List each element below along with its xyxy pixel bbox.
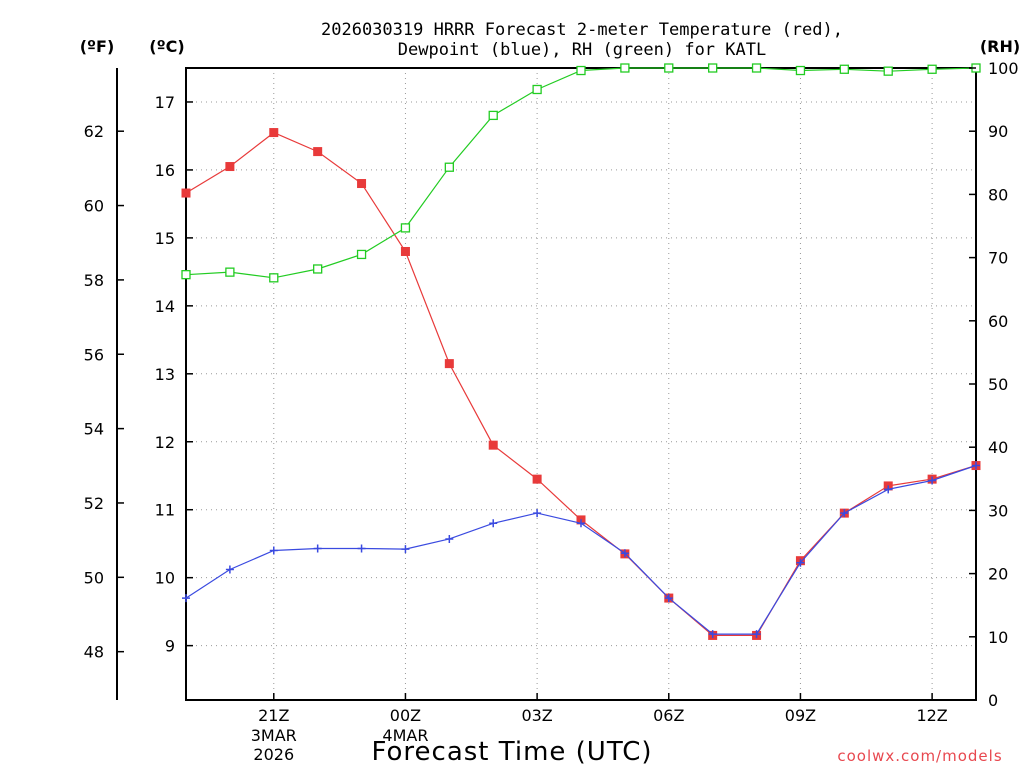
dewpoint-point — [225, 565, 234, 574]
rh-tick-label: 40 — [988, 438, 1008, 457]
dewpoint-point — [840, 509, 849, 518]
x-tick-label: 00Z — [390, 706, 421, 725]
dewpoint-point — [796, 558, 805, 567]
dewpoint-point — [445, 534, 454, 543]
x-axis-title: Forecast Time (UTC) — [371, 737, 652, 767]
rh-tick-label: 30 — [988, 501, 1008, 520]
celsius-tick-label: 9 — [165, 637, 175, 656]
x-tick-label: 03Z — [521, 706, 552, 725]
rh-tick-label: 90 — [988, 122, 1008, 141]
celsius-tick-label: 12 — [155, 433, 175, 452]
celsius-tick-label: 10 — [155, 569, 175, 588]
rh-point — [225, 267, 235, 277]
x-tick-label: 06Z — [653, 706, 684, 725]
dewpoint-point — [269, 546, 278, 555]
dewpoint-point — [620, 549, 629, 558]
chart-title-line-2: Dewpoint (blue), RH (green) for KATL — [398, 40, 766, 60]
temperature-point — [313, 147, 323, 157]
temperature-line — [185, 131, 977, 637]
celsius-tick-label: 13 — [155, 365, 175, 384]
celsius-tick-label: 15 — [155, 229, 175, 248]
x-tick-label: 12Z — [916, 706, 947, 725]
dewpoint-point — [577, 519, 585, 528]
rh-point — [532, 84, 542, 95]
rh-point — [664, 63, 674, 73]
fahrenheit-tick-label: 58 — [84, 271, 104, 290]
credit-text: coolwx.com/models — [837, 747, 1002, 765]
rh-tick-label: 100 — [988, 59, 1019, 78]
rh-point — [883, 66, 893, 76]
dewpoint-point — [752, 630, 761, 639]
dewpoint-point — [489, 519, 498, 528]
grid-lines — [186, 68, 976, 700]
dewpoint-point — [401, 545, 410, 554]
celsius-unit-label: (ºC) — [149, 37, 184, 56]
rh-point — [927, 64, 937, 74]
fahrenheit-tick-label: 62 — [84, 122, 104, 141]
axes — [116, 67, 977, 701]
fahrenheit-tick-label: 60 — [84, 197, 104, 216]
rh-point — [313, 264, 323, 274]
fahrenheit-tick-label: 54 — [84, 420, 104, 439]
fahrenheit-tick-label: 50 — [84, 568, 104, 587]
temperature-point — [269, 128, 279, 138]
rh-tick-label: 80 — [988, 185, 1008, 204]
rh-tick-label: 70 — [988, 249, 1008, 268]
x-tick-date-label: 4MAR — [382, 726, 428, 745]
rh-point — [488, 110, 498, 121]
dewpoint-point — [972, 461, 980, 470]
fahrenheit-tick-label: 52 — [84, 494, 104, 513]
temperature-point — [532, 474, 542, 484]
dewpoint-point — [533, 509, 542, 518]
x-tick-year-label: 2026 — [253, 745, 294, 764]
plot-frame — [185, 67, 977, 701]
x-tick-label: 09Z — [785, 706, 816, 725]
rh-point — [795, 65, 806, 76]
celsius-tick-label: 17 — [155, 93, 175, 112]
data-series — [181, 63, 981, 640]
x-tick-label: 21Z — [258, 706, 289, 725]
x-tick-date-label: 3MAR — [251, 726, 297, 745]
rh-point — [576, 65, 586, 76]
dewpoint-point — [664, 594, 673, 603]
temperature-point — [225, 162, 235, 172]
rh-point — [751, 63, 762, 73]
rh-tick-label: 20 — [988, 565, 1008, 584]
rh-tick-label: 10 — [988, 628, 1008, 647]
rh-point — [444, 162, 454, 172]
chart-title-line-1: 2026030319 HRRR Forecast 2-meter Tempera… — [321, 20, 843, 40]
fahrenheit-tick-label: 56 — [84, 345, 104, 364]
rh-point — [269, 273, 279, 283]
temperature-point — [181, 188, 191, 198]
dewpoint-point — [182, 594, 190, 603]
celsius-tick-label: 14 — [155, 297, 175, 316]
rh-point — [708, 63, 718, 73]
dewpoint-point — [708, 630, 717, 639]
temperature-point — [444, 359, 454, 369]
rh-tick-label: 60 — [988, 312, 1008, 331]
rh-line — [185, 67, 977, 279]
temperature-point — [488, 440, 498, 450]
rh-point — [620, 63, 630, 73]
rh-point — [400, 223, 411, 233]
celsius-tick-label: 16 — [155, 161, 175, 180]
rh-point — [181, 270, 191, 280]
rh-point — [356, 249, 367, 260]
rh-tick-label: 50 — [988, 375, 1008, 394]
temperature-point — [400, 246, 410, 256]
rh-unit-label: (RH) — [980, 37, 1020, 56]
celsius-tick-label: 11 — [155, 501, 175, 520]
dewpoint-point — [884, 485, 893, 494]
dewpoint-line — [185, 464, 977, 635]
fahrenheit-unit-label: (ºF) — [80, 37, 115, 56]
fahrenheit-tick-label: 48 — [84, 643, 104, 662]
dewpoint-point — [928, 476, 937, 485]
dewpoint-point — [357, 544, 366, 553]
dewpoint-point — [313, 544, 322, 553]
rh-point — [839, 64, 849, 74]
temperature-point — [357, 179, 367, 189]
rh-tick-label: 0 — [988, 691, 998, 710]
